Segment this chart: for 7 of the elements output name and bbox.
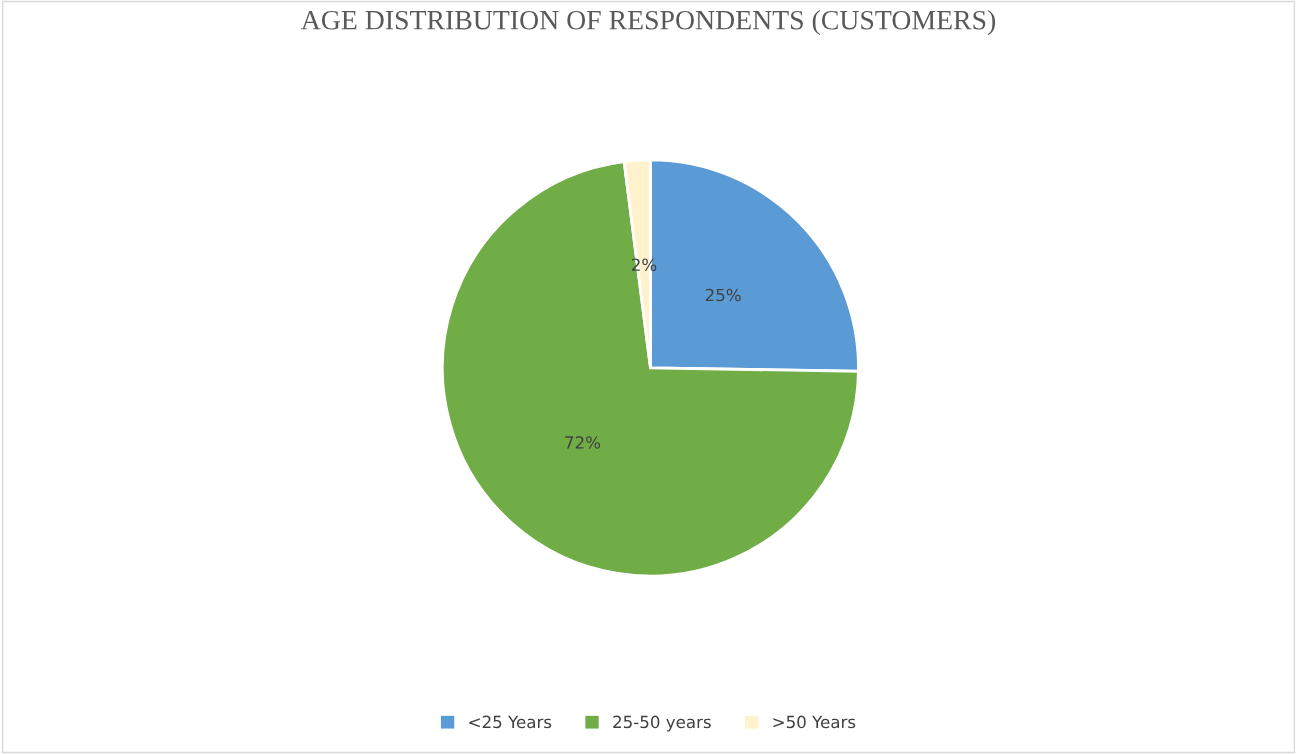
legend-label: 25-50 years — [613, 715, 711, 732]
chart-title: AGE DISTRIBUTION OF RESPONDENTS (CUSTOMERS) — [301, 10, 996, 36]
pie-slice — [441, 160, 860, 578]
legend-label: >50 Years — [773, 715, 856, 729]
data-label: 25% — [705, 288, 741, 302]
data-label: 72% — [565, 436, 601, 449]
legend-label: <25 Years — [469, 715, 552, 729]
